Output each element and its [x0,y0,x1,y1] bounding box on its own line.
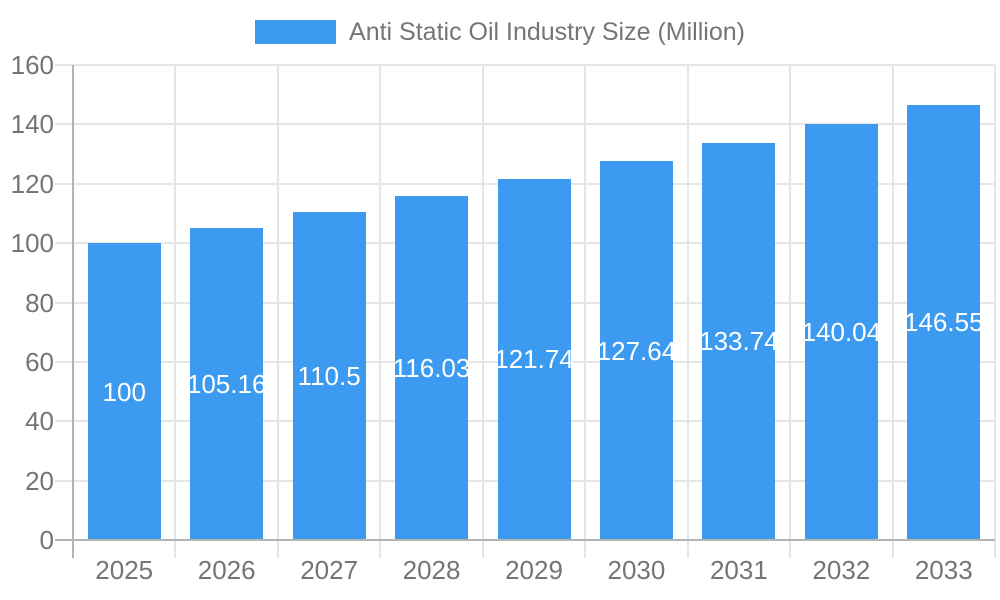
x-axis-tick-label: 2026 [197,555,256,585]
bar-value-label: 146.55 [904,307,984,338]
bar-value-label: 100 [102,376,146,407]
bar-value-label: 110.5 [297,360,361,391]
gridline-v [686,65,689,558]
y-axis-tick-label: 100 [10,228,54,259]
bar-value-label: 121.74 [494,344,574,375]
bar-value-label: 116.03 [392,352,471,383]
x-axis-tick-label: 2027 [300,555,359,585]
gridline-h [55,123,995,126]
gridline-v [276,65,279,558]
chart-legend[interactable]: Anti Static Oil Industry Size (Million) [0,14,1000,50]
legend-label: Anti Static Oil Industry Size (Million) [349,17,745,46]
bar-2028[interactable] [395,195,469,540]
gridline-v [584,65,587,558]
bar-value-label: 133.74 [699,326,779,357]
bar-2027[interactable] [292,211,366,540]
x-axis-tick-label: 2031 [709,555,768,585]
gridline-v [789,65,792,558]
x-axis-tick-label: 2032 [812,555,871,585]
y-axis-tick-label: 40 [25,406,54,437]
legend-swatch [255,20,337,44]
x-axis-tick-label: 2025 [95,555,154,585]
bar-2029[interactable] [497,178,571,540]
bar-2032[interactable] [804,124,878,540]
y-axis-tick-label: 80 [25,287,54,318]
bar-value-label: 127.64 [596,335,677,366]
y-axis-tick-label: 120 [10,168,54,199]
gridline-v [994,65,996,558]
gridline-v [379,65,382,558]
x-axis-tick-label: 2033 [914,555,973,585]
bar-2026[interactable] [190,227,264,540]
y-axis-line [72,65,74,558]
bar-2031[interactable] [702,142,776,540]
y-axis-tick-label: 60 [25,346,54,377]
bar-value-label: 105.16 [186,368,267,399]
gridline-v [174,65,177,558]
gridline-v [481,65,484,558]
bar-value-label: 140.04 [801,317,882,348]
y-axis-tick-label: 20 [25,465,54,496]
gridline-v [891,65,894,558]
y-axis-tick-label: 160 [10,50,54,80]
x-axis-tick-label: 2028 [402,555,461,585]
y-axis-tick-label: 0 [39,525,54,555]
x-axis-tick-label: 2030 [607,555,666,585]
bar-2033[interactable] [907,104,981,540]
x-axis-tick-label: 2029 [505,555,563,585]
x-axis-baseline [55,539,995,541]
bar-2030[interactable] [599,161,673,540]
y-axis-tick-label: 140 [10,109,54,140]
bar-2025[interactable] [87,243,161,540]
gridline-h [55,64,995,66]
